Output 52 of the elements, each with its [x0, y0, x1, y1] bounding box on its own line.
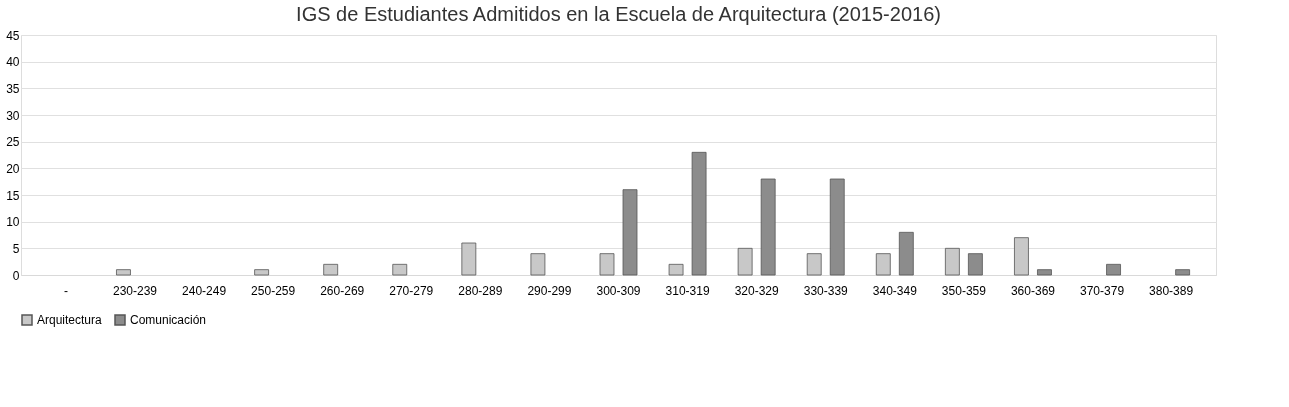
bar [461, 242, 477, 276]
bar [1037, 269, 1052, 276]
y-tick-label: 25 [6, 135, 20, 150]
bar [737, 247, 753, 276]
x-tick-label: 330-339 [803, 283, 849, 298]
bar [875, 253, 891, 276]
bar [116, 269, 131, 276]
legend-label: Comunicación [130, 313, 207, 327]
y-tick-label: 0 [12, 268, 20, 283]
bar [1175, 269, 1191, 276]
x-tick-label: 350-359 [941, 283, 987, 298]
bar [530, 253, 546, 276]
bar [1106, 263, 1121, 276]
y-tick-label: 30 [6, 108, 20, 123]
x-tick-label: 300-309 [596, 283, 641, 298]
x-tick-label: 360-369 [1010, 283, 1056, 298]
x-tick-label: 340-349 [872, 283, 918, 298]
bar [668, 263, 684, 276]
bar [254, 269, 270, 276]
x-tick-label: 290-299 [527, 283, 572, 298]
y-tick-label: 35 [6, 81, 20, 96]
y-tick-label: 20 [6, 161, 20, 176]
bar [806, 253, 822, 276]
x-tick-label: 260-269 [320, 283, 365, 298]
y-tick-label: 10 [6, 215, 20, 230]
bar [392, 263, 408, 276]
bar [829, 178, 845, 276]
x-tick-label: 370-379 [1080, 283, 1125, 298]
y-tick-label: 15 [6, 188, 20, 203]
bar [691, 151, 707, 276]
bar [622, 189, 638, 276]
x-tick-label: 320-329 [734, 283, 779, 298]
bar [898, 231, 914, 276]
chart-title: IGS de Estudiantes Admitidos en la Escuela de Arquitectura (2015-2016) [296, 3, 941, 25]
x-tick-label: 250-259 [251, 283, 296, 298]
x-tick-label: 280-289 [458, 283, 503, 298]
x-tick-label: - [63, 283, 68, 298]
x-tick-label: 240-249 [182, 283, 227, 298]
bar [1014, 237, 1029, 276]
y-tick-label: 40 [6, 55, 20, 70]
legend-label: Arquitectura [37, 313, 103, 327]
y-tick-label: 45 [6, 28, 20, 43]
x-tick-label: 380-389 [1149, 283, 1194, 298]
bar [599, 253, 615, 276]
x-tick-label: 310-319 [665, 283, 710, 298]
bar [967, 253, 983, 276]
x-tick-label: 270-279 [389, 283, 434, 298]
x-tick-label: 230-239 [112, 283, 158, 298]
bar [323, 263, 339, 276]
bar [760, 178, 776, 276]
y-tick-label: 5 [12, 241, 20, 256]
bar [944, 247, 960, 276]
